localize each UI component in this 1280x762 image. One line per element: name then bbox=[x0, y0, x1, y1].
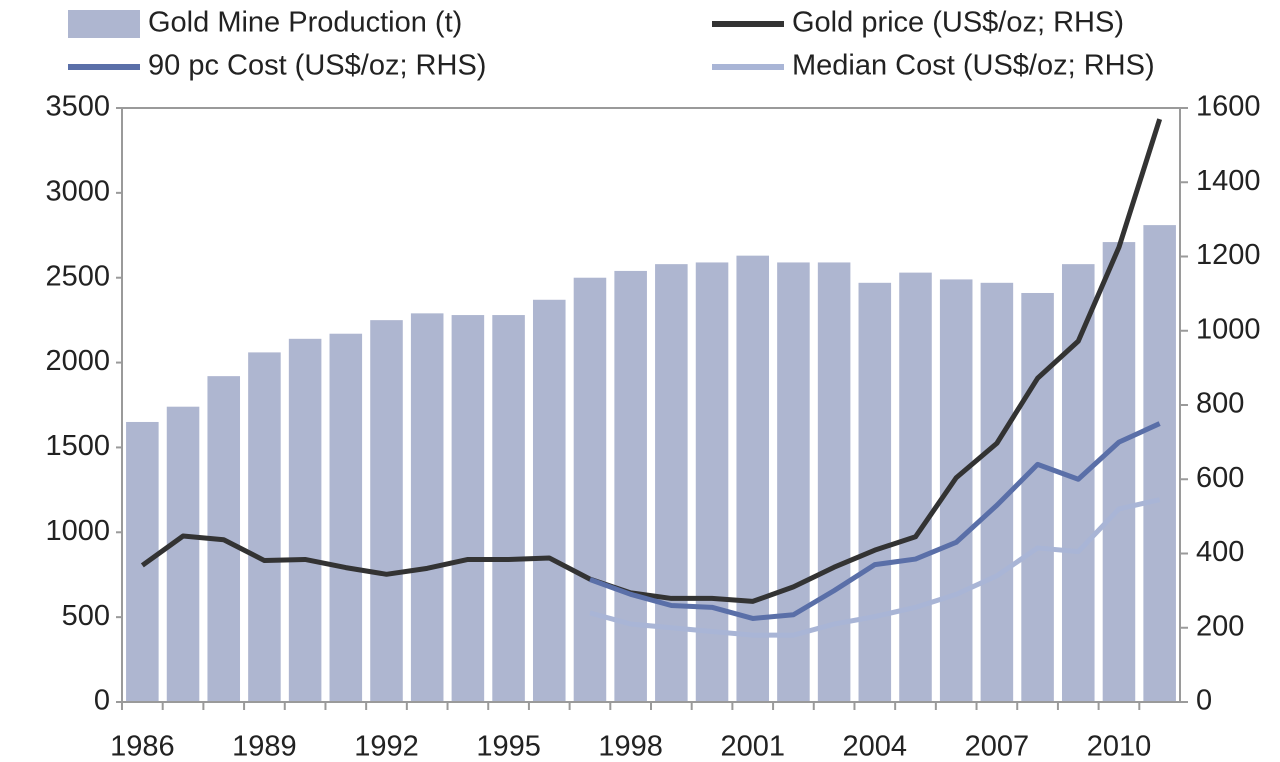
bar bbox=[736, 255, 770, 702]
x-tick-label: 1992 bbox=[354, 731, 419, 762]
y-tick-label: 3500 bbox=[45, 91, 110, 123]
y-tick-label: 2500 bbox=[45, 260, 110, 292]
y2-tick-label: 1400 bbox=[1196, 165, 1261, 197]
x-tick-label: 1995 bbox=[476, 731, 541, 762]
y-tick-label: 1500 bbox=[45, 430, 110, 462]
legend-label: Median Cost (US$/oz; RHS) bbox=[792, 50, 1155, 82]
legend-swatch bbox=[68, 10, 140, 38]
y-tick-label: 500 bbox=[62, 600, 110, 632]
bar bbox=[573, 277, 607, 702]
x-tick-label: 2001 bbox=[720, 731, 785, 762]
bar bbox=[1021, 292, 1054, 702]
x-tick-label: 2010 bbox=[1087, 731, 1152, 762]
y-tick-label: 1000 bbox=[45, 515, 110, 547]
bar bbox=[899, 272, 932, 702]
bar bbox=[329, 333, 363, 702]
bar bbox=[655, 264, 688, 702]
bar bbox=[370, 320, 403, 702]
y2-tick-label: 0 bbox=[1196, 685, 1212, 717]
y2-tick-label: 1000 bbox=[1196, 313, 1261, 345]
legend-label: Gold Mine Production (t) bbox=[148, 7, 462, 39]
bar bbox=[492, 315, 525, 702]
bar bbox=[532, 299, 566, 702]
bar bbox=[695, 262, 729, 702]
bar bbox=[451, 315, 485, 702]
x-tick-label: 1989 bbox=[232, 731, 297, 762]
line-series bbox=[589, 497, 1161, 638]
y2-tick-label: 600 bbox=[1196, 462, 1244, 494]
bar bbox=[410, 313, 444, 702]
y2-tick-label: 1600 bbox=[1196, 91, 1261, 123]
bar bbox=[248, 352, 281, 702]
bar bbox=[858, 282, 892, 702]
legend-label: Gold price (US$/oz; RHS) bbox=[792, 7, 1124, 39]
bar bbox=[777, 262, 810, 702]
y2-tick-label: 400 bbox=[1196, 536, 1244, 568]
x-tick-label: 1998 bbox=[598, 731, 663, 762]
y2-tick-label: 1200 bbox=[1196, 239, 1261, 271]
legend-label: 90 pc Cost (US$/oz; RHS) bbox=[148, 50, 486, 82]
y2-tick-label: 200 bbox=[1196, 610, 1244, 642]
line-series bbox=[589, 421, 1161, 621]
y2-tick-label: 800 bbox=[1196, 388, 1244, 420]
bar bbox=[614, 270, 647, 702]
bar bbox=[1102, 242, 1136, 702]
bar bbox=[288, 338, 322, 702]
bar bbox=[126, 421, 159, 702]
x-tick-label: 1986 bbox=[110, 731, 175, 762]
bar bbox=[166, 406, 200, 702]
x-tick-label: 2004 bbox=[843, 731, 908, 762]
x-tick-label: 2007 bbox=[965, 731, 1030, 762]
bar bbox=[1061, 264, 1095, 702]
bar bbox=[1143, 225, 1176, 703]
y-tick-label: 3000 bbox=[45, 176, 110, 208]
y-tick-label: 0 bbox=[94, 685, 110, 717]
bar bbox=[817, 262, 851, 702]
y-tick-label: 2000 bbox=[45, 345, 110, 377]
line-series bbox=[140, 118, 1163, 604]
